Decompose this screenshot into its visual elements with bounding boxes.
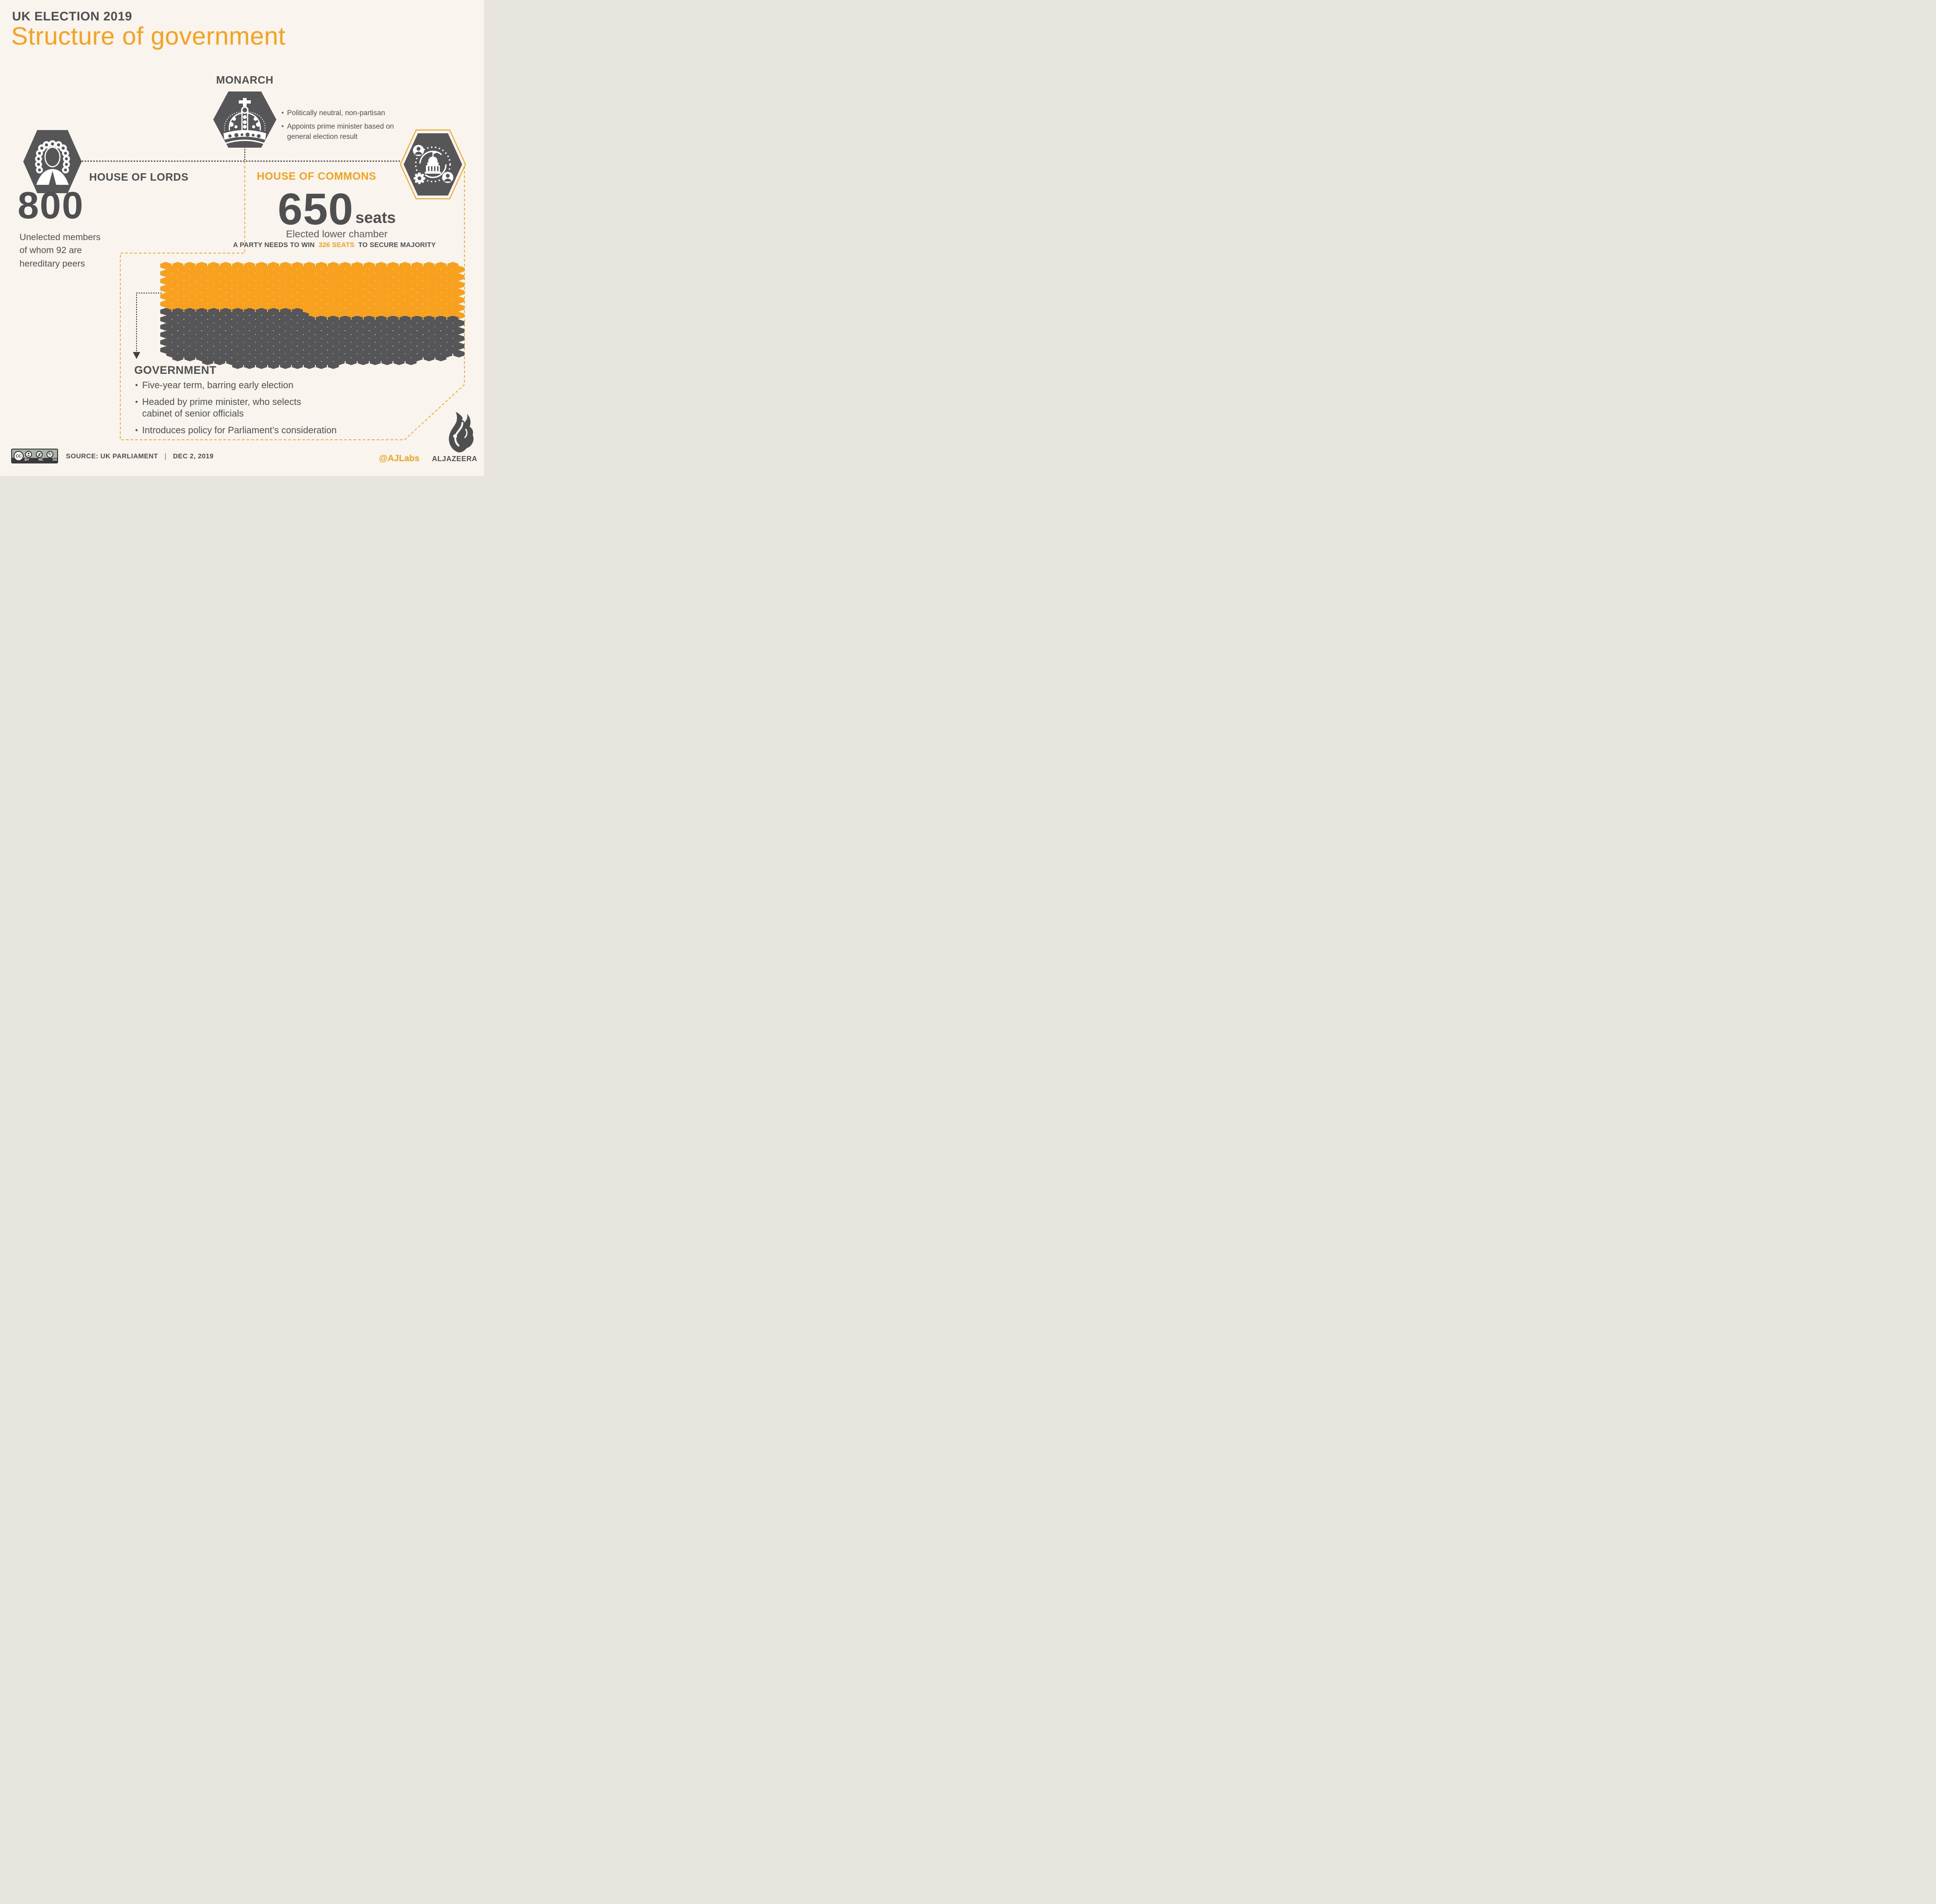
seat-hex-grid: [160, 262, 469, 373]
source-text: SOURCE: UK PARLIAMENT: [66, 453, 158, 460]
majority-threshold: 326 SEATS: [318, 241, 355, 249]
list-item: • Appoints prime minister based on gener…: [281, 122, 399, 142]
bullet-dot: •: [135, 426, 138, 435]
government-bullet-list: • Five-year term, barring early election…: [135, 380, 395, 442]
cc-tag: SA: [52, 458, 57, 462]
aljazeera-logo-icon: [444, 411, 475, 453]
commons-seat-count: 650: [277, 184, 354, 234]
source-divider: |: [164, 453, 167, 460]
majority-note: A PARTY NEEDS TO WIN 326 SEATS TO SECURE…: [204, 241, 464, 249]
cc-tag-labels: BY NC SA: [25, 458, 57, 463]
cc-sa-icon: ↻: [46, 451, 53, 458]
lords-heading: HOUSE OF LORDS: [89, 171, 189, 183]
government-heading: GOVERNMENT: [134, 364, 217, 377]
judge-icon: [35, 140, 70, 185]
lords-hexagon: [23, 130, 82, 193]
bullet-dot: •: [135, 381, 138, 390]
lords-member-count: 800: [18, 184, 84, 227]
lords-description-line: Unelected members: [20, 232, 101, 242]
monarch-hexagon: [213, 91, 276, 148]
monarch-bullet-list: • Politically neutral, non-partisan • Ap…: [281, 108, 399, 145]
cc-badge-strip: [12, 458, 57, 463]
infographic-canvas: UK ELECTION 2019 Structure of government…: [0, 0, 484, 476]
page-title: Structure of government: [11, 22, 286, 50]
cc-sa-glyph: ↻: [48, 452, 52, 456]
bullet-dot: •: [281, 109, 284, 116]
cc-icon-text: CC: [16, 454, 22, 458]
ajlabs-handle-link[interactable]: @AJLabs: [379, 454, 420, 463]
page-kicker: UK ELECTION 2019: [12, 9, 132, 23]
government-bullet-text: Introduces policy for Parliament’s consi…: [142, 425, 337, 436]
monarch-heading: MONARCH: [216, 74, 274, 86]
commons-hexagon: [400, 129, 466, 200]
aljazeera-wordmark: ALJAZEERA: [432, 455, 477, 463]
gear-icon: [413, 172, 425, 184]
government-arrow-dotted-line: [136, 293, 162, 352]
government-bullet-text: Five-year term, barring early election: [142, 380, 294, 391]
cc-tag: BY: [25, 458, 29, 462]
majority-suffix: TO SECURE MAJORITY: [358, 241, 436, 249]
list-item: • Headed by prime minister, who selects …: [135, 397, 395, 420]
monarch-bullet-text: Politically neutral, non-partisan: [287, 109, 386, 117]
list-item: • Introduces policy for Parliament’s con…: [135, 425, 395, 437]
commons-subtitle: Elected lower chamber: [286, 228, 388, 240]
cc-nc-icon: $: [36, 451, 43, 458]
commons-heading: HOUSE OF COMMONS: [256, 170, 376, 182]
list-item: • Five-year term, barring early election: [135, 380, 395, 391]
lords-description-line: of whom 92 are: [20, 245, 82, 256]
commons-seat-unit: seats: [355, 209, 396, 227]
cc-by-icon: [25, 451, 32, 458]
list-item: • Politically neutral, non-partisan: [281, 108, 399, 118]
majority-prefix: A PARTY NEEDS TO WIN: [233, 241, 315, 249]
lords-description-line: hereditary peers: [20, 258, 85, 269]
source-attribution: SOURCE: UK PARLIAMENT | DEC 2, 2019: [66, 453, 214, 460]
government-bullet-text: Headed by prime minister, who selects ca…: [142, 397, 301, 419]
bullet-dot: •: [281, 122, 284, 130]
lords-description: Unelected members of whom 92 are heredit…: [20, 231, 101, 270]
bullet-dot: •: [135, 398, 138, 406]
cc-icon: CC: [13, 451, 24, 461]
commons-seats-stat: 650 seats: [260, 184, 413, 234]
date-text: DEC 2, 2019: [173, 453, 214, 460]
monarch-bullet-text: Appoints prime minister based on general…: [287, 123, 394, 141]
cc-license-badge[interactable]: BY NC SA CC $ ↻: [11, 449, 58, 463]
government-arrowhead-icon: [133, 352, 140, 359]
crown-icon: [223, 98, 266, 144]
cc-tag: NC: [38, 458, 44, 462]
